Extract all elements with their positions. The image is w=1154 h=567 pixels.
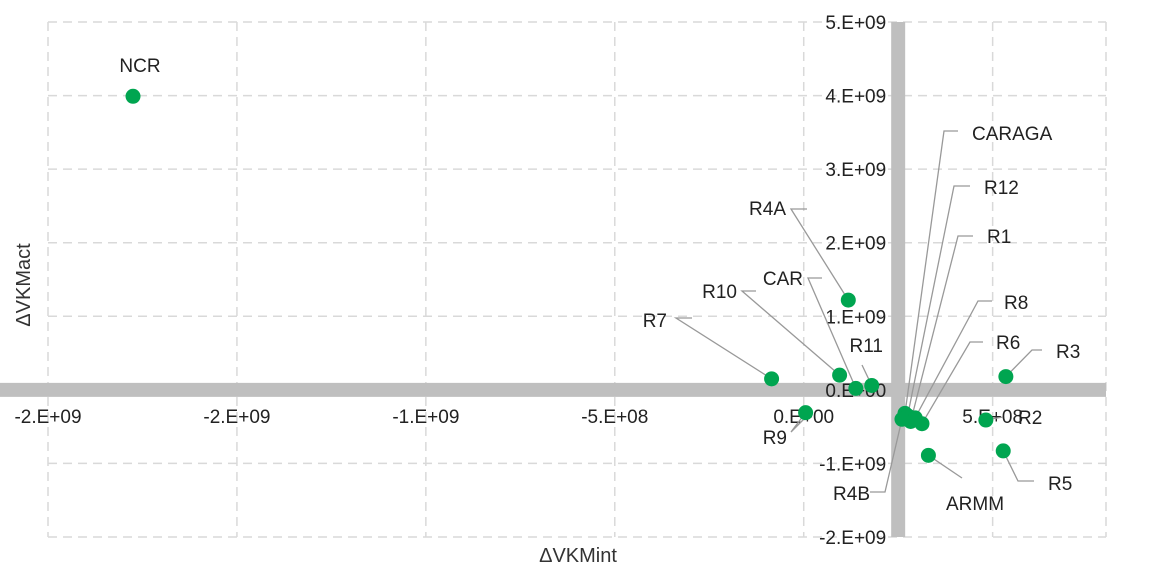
data-label-armm: ARMM [946,494,1004,515]
data-label-caraga: CARAGA [972,124,1053,145]
axis-lines [0,22,1106,537]
data-point-r7 [764,371,780,387]
tick-labels: -2.E+09-2.E+09-1.E+09-5.E+080.E+005.E+08… [14,13,1023,549]
leader-line-caraga [904,130,958,414]
data-label-r11: R11 [850,336,883,357]
leader-line-r12 [906,185,970,416]
data-point-armm [920,447,936,463]
leader-line-r10 [740,290,841,376]
data-label-r2: R2 [1018,408,1042,429]
data-label-r5: R5 [1048,474,1072,495]
y-tick-label: 1.E+09 [825,307,886,328]
data-point-r11 [864,377,880,393]
leader-line-r4b [870,419,903,493]
data-label-r12: R12 [984,178,1019,199]
data-point-r2 [978,412,994,428]
data-label-r6: R6 [996,333,1020,354]
x-tick-label: -1.E+09 [392,407,459,428]
leader-line-r1 [910,235,973,422]
leader-line-r7 [673,317,772,380]
data-label-r3: R3 [1056,342,1080,363]
leader-lines [673,130,1042,493]
data-label-r4a: R4A [749,199,786,220]
data-point-r9 [798,405,814,421]
data-label-r7: R7 [643,311,667,332]
data-point-r5 [995,443,1011,459]
y-tick-label: -2.E+09 [819,528,886,549]
leader-line-r3 [1005,349,1042,378]
y-tick-label: -1.E+09 [819,454,886,475]
data-label-r1: R1 [987,227,1011,248]
x-axis-title: ΔVKMint [539,545,617,567]
data-label-ncr: NCR [119,56,160,77]
data-point-ncr [125,88,141,104]
data-label-r4b: R4B [833,484,870,505]
data-label-r9: R9 [763,428,787,449]
y-tick-label: 2.E+09 [825,234,886,255]
data-points [125,88,1014,463]
data-label-r8: R8 [1004,293,1028,314]
x-tick-label: -5.E+08 [581,407,648,428]
y-tick-label: 5.E+09 [825,13,886,34]
data-point-r10 [832,367,848,383]
leader-line-r8 [914,300,992,419]
y-axis-title: ΔVKMact [13,243,35,327]
x-tick-label: -2.E+09 [203,407,270,428]
data-point-car [848,380,864,396]
y-tick-label: 3.E+09 [825,160,886,181]
data-point-r4b [894,411,910,427]
data-point-r4a [840,292,856,308]
data-label-r10: R10 [702,282,737,303]
y-tick-label: 4.E+09 [825,87,886,108]
data-point-r6 [914,416,930,432]
leader-line-r6 [921,341,983,425]
leader-line-r5 [1002,450,1034,482]
data-point-r3 [998,369,1014,385]
leader-line-car [807,277,857,389]
x-tick-label: -2.E+09 [14,407,81,428]
leader-line-r9 [790,412,807,433]
point-labels: NCR R7 R10 CAR R4A R11 R9 CARAGA R12 R1 R8 R6 R4B ARM… [119,56,1080,515]
data-label-car: CAR [763,269,803,290]
leader-line-r4a [789,208,849,301]
